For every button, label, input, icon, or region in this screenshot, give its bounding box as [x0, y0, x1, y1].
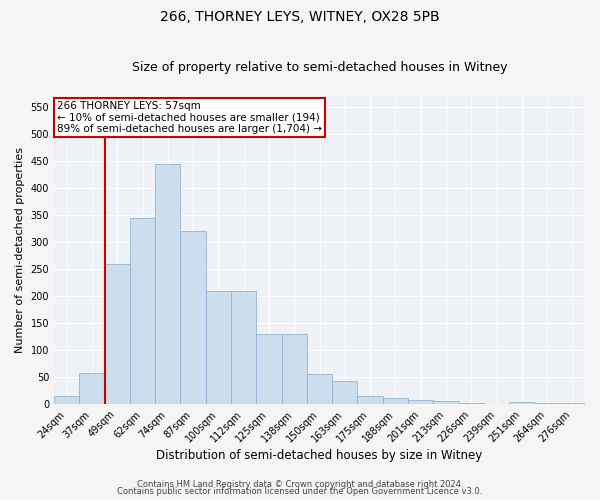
Bar — [509, 402, 535, 404]
Bar — [458, 402, 484, 404]
X-axis label: Distribution of semi-detached houses by size in Witney: Distribution of semi-detached houses by … — [157, 450, 482, 462]
Bar — [332, 382, 358, 404]
Bar — [206, 291, 231, 404]
Text: Contains public sector information licensed under the Open Government Licence v3: Contains public sector information licen… — [118, 487, 482, 496]
Bar — [408, 400, 433, 404]
Bar — [130, 218, 155, 404]
Bar — [281, 334, 307, 404]
Bar — [181, 232, 206, 404]
Bar — [560, 402, 585, 404]
Text: 266, THORNEY LEYS, WITNEY, OX28 5PB: 266, THORNEY LEYS, WITNEY, OX28 5PB — [160, 10, 440, 24]
Bar — [79, 374, 104, 404]
Text: Contains HM Land Registry data © Crown copyright and database right 2024.: Contains HM Land Registry data © Crown c… — [137, 480, 463, 489]
Bar — [256, 334, 281, 404]
Bar — [383, 398, 408, 404]
Bar — [54, 396, 79, 404]
Bar — [104, 264, 130, 404]
Bar — [155, 164, 181, 404]
Y-axis label: Number of semi-detached properties: Number of semi-detached properties — [15, 148, 25, 354]
Bar — [535, 402, 560, 404]
Bar — [307, 374, 332, 404]
Bar — [358, 396, 383, 404]
Text: 266 THORNEY LEYS: 57sqm
← 10% of semi-detached houses are smaller (194)
89% of s: 266 THORNEY LEYS: 57sqm ← 10% of semi-de… — [56, 101, 322, 134]
Bar — [433, 402, 458, 404]
Title: Size of property relative to semi-detached houses in Witney: Size of property relative to semi-detach… — [132, 62, 507, 74]
Bar — [231, 291, 256, 404]
